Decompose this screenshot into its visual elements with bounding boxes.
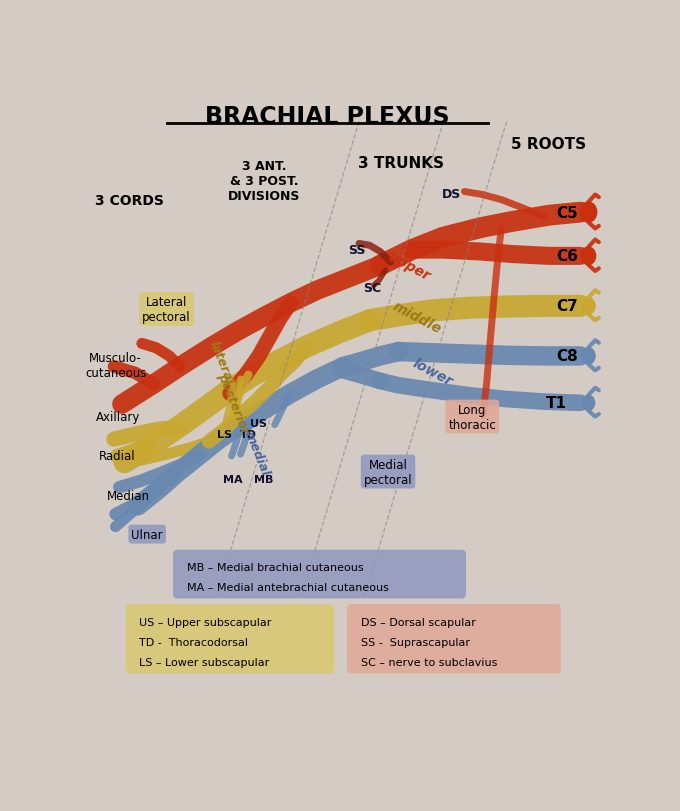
Text: MA – Medial antebrachial cutaneous: MA – Medial antebrachial cutaneous	[187, 582, 388, 592]
Text: Axillary: Axillary	[95, 410, 140, 423]
Text: SS: SS	[347, 244, 365, 257]
Circle shape	[581, 298, 595, 315]
Text: Radial: Radial	[99, 450, 136, 463]
Text: SC: SC	[363, 281, 381, 294]
FancyBboxPatch shape	[173, 550, 466, 599]
Text: TD: TD	[240, 430, 257, 440]
Circle shape	[582, 396, 594, 411]
Text: Lateral
pectoral: Lateral pectoral	[142, 296, 191, 324]
Text: LS: LS	[217, 430, 232, 440]
Text: posterior: posterior	[216, 371, 252, 436]
Text: TD -  Thoracodorsal: TD - Thoracodorsal	[139, 637, 248, 647]
Text: Medial
pectoral: Medial pectoral	[364, 458, 412, 486]
Text: 5 ROOTS: 5 ROOTS	[511, 137, 586, 152]
Text: C8: C8	[557, 349, 579, 364]
Text: Long
thoracic: Long thoracic	[449, 403, 496, 431]
Text: 3 ANT.
& 3 POST.
DIVISIONS: 3 ANT. & 3 POST. DIVISIONS	[228, 160, 301, 203]
Text: US: US	[250, 418, 267, 428]
Circle shape	[581, 349, 595, 365]
Text: DS: DS	[441, 187, 461, 200]
Text: SC – nerve to subclavius: SC – nerve to subclavius	[360, 657, 497, 667]
Text: C5: C5	[557, 205, 579, 221]
Text: lower: lower	[411, 356, 455, 388]
Text: C7: C7	[557, 299, 579, 314]
Text: lateral: lateral	[206, 339, 235, 386]
Text: 3 TRUNKS: 3 TRUNKS	[358, 156, 444, 170]
Text: Musculo-
cutaneous: Musculo- cutaneous	[85, 352, 146, 380]
Text: Ulnar: Ulnar	[131, 528, 163, 541]
Text: 3 CORDS: 3 CORDS	[95, 193, 165, 208]
Text: US – Upper subscapular: US – Upper subscapular	[139, 617, 271, 627]
Text: T1: T1	[546, 396, 567, 411]
Text: middle: middle	[390, 298, 444, 336]
Text: LS – Lower subscapular: LS – Lower subscapular	[139, 657, 269, 667]
Text: DS – Dorsal scapular: DS – Dorsal scapular	[360, 617, 475, 627]
Text: upper: upper	[386, 249, 432, 283]
Text: medial: medial	[241, 429, 271, 478]
Text: Median: Median	[107, 489, 150, 502]
Text: MB: MB	[254, 474, 274, 484]
Text: MA: MA	[223, 474, 242, 484]
Circle shape	[580, 203, 597, 223]
FancyBboxPatch shape	[126, 604, 335, 674]
Circle shape	[581, 248, 596, 265]
FancyBboxPatch shape	[347, 604, 561, 674]
Text: C6: C6	[557, 249, 579, 264]
Text: SS -  Suprascapular: SS - Suprascapular	[360, 637, 470, 647]
Text: BRACHIAL PLEXUS: BRACHIAL PLEXUS	[205, 105, 449, 129]
Text: MB – Medial brachial cutaneous: MB – Medial brachial cutaneous	[187, 563, 363, 573]
